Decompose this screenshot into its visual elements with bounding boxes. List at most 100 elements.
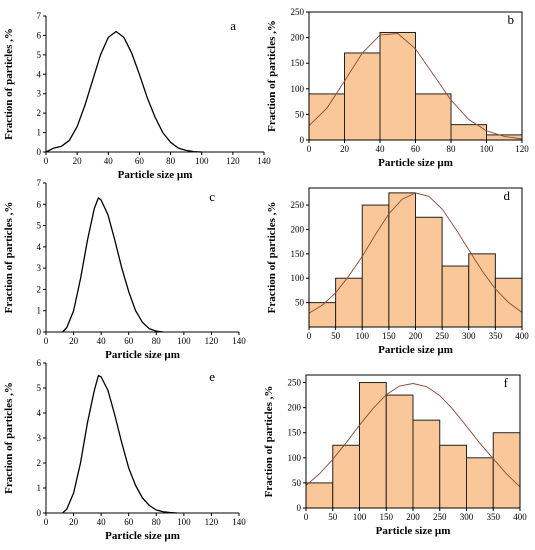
bar-f-6 [466,457,494,509]
y-tick-label-e-4: 4 [37,408,42,418]
x-tick-label-f-0: 0 [304,512,309,522]
x-tick-label-a-6: 120 [226,156,240,166]
y-tick-label-d-4: 250 [291,200,305,210]
panel-e: 0 20 40 60 80 100 120 140 0 1 2 3 4 5 6 Particle size µ… [3,358,246,542]
x-tick-label-c-5: 100 [177,336,191,346]
x-tick-label-d-2: 100 [356,331,370,341]
x-tick-label-f-4: 200 [406,512,420,522]
y-tick-label-d-2: 150 [291,249,305,259]
y-tick-label-c-4: 4 [37,242,42,252]
x-tick-label-d-3: 150 [382,331,396,341]
y-tick-label-f-3: 150 [288,428,302,438]
y-axis-label-f: Fraction of particles ,% [263,386,275,498]
x-tick-label-d-4: 200 [409,331,423,341]
x-tick-label-c-1: 20 [69,336,79,346]
y-tick-label-b-1: 50 [295,109,305,119]
bar-b-1 [344,52,381,141]
x-tick-label-e-7: 140 [232,517,246,527]
y-tick-label-c-2: 2 [37,284,42,294]
x-tick-label-f-6: 300 [460,512,474,522]
y-tick-label-f-4: 200 [288,403,302,413]
bar-d-6 [468,253,496,328]
x-tick-label-d-8: 400 [515,331,529,341]
panel-letter-e: e [209,369,215,384]
y-axis-label-a: Fraction of particles ,% [3,28,15,140]
x-axis-label-f: Particle size µm [376,525,451,537]
bar-b-0 [308,93,345,141]
y-tick-label-e-5: 5 [37,383,42,393]
panel-letter-a: a [230,18,236,33]
x-tick-label-b-1: 20 [340,144,350,154]
x-tick-label-f-1: 50 [328,512,338,522]
y-tick-label-d-3: 200 [291,224,305,234]
y-tick-label-a-5: 5 [37,50,42,60]
x-tick-label-a-4: 80 [166,156,176,166]
bar-d-2 [361,204,390,328]
fit-curve-f [305,383,521,488]
bar-f-3 [385,394,414,509]
bar-d-3 [388,192,416,328]
x-tick-label-e-4: 80 [152,517,162,527]
y-tick-label-a-6: 6 [37,30,42,40]
y-tick-label-e-6: 6 [37,358,42,368]
x-tick-label-a-7: 140 [257,156,271,166]
y-tick-label-a-1: 1 [37,128,42,138]
bar-d-5 [441,265,470,328]
bar-b-5 [486,134,523,141]
x-tick-label-a-1: 20 [73,156,83,166]
panel-letter-f: f [504,375,509,390]
x-tick-label-c-2: 40 [97,336,107,346]
y-tick-label-a-2: 2 [37,108,42,118]
y-axis-label-b: Fraction of particles ,% [266,20,278,132]
x-tick-label-b-6: 120 [515,144,529,154]
panel-d: 0 50 100 150 200 250 300 350 400 50 100 150 200 250 Pa… [266,187,529,356]
panel-letter-b: b [508,12,515,27]
y-tick-label-d-1: 100 [291,273,305,283]
bar-d-0 [308,302,337,328]
x-tick-label-c-6: 120 [205,336,219,346]
y-tick-label-c-3: 3 [37,263,42,273]
x-tick-label-f-8: 400 [513,512,527,522]
y-axis-label-e: Fraction of particles ,% [3,382,15,494]
x-tick-label-f-2: 100 [353,512,367,522]
x-tick-label-e-6: 120 [205,517,219,527]
bar-b-3 [415,93,452,141]
x-tick-label-e-2: 40 [97,517,107,527]
panel-letter-c: c [209,189,215,204]
panel-c: 0 20 40 60 80 100 120 140 0 1 2 3 4 5 6 7 Particle size … [3,178,246,361]
y-tick-label-a-0: 0 [37,147,42,157]
distribution-curve-e [62,374,178,514]
y-tick-label-d-0: 50 [295,298,305,308]
x-tick-label-b-4: 80 [447,144,457,154]
panel-f: 0 50 100 150 200 250 300 350 400 0 50 100 150 200 250 P… [263,374,527,537]
panel-b: 0 20 40 60 80 100 120 0 50 100 150 200 250 Particle s… [266,7,529,169]
x-tick-label-c-4: 80 [152,336,162,346]
bar-f-7 [492,432,521,509]
x-tick-label-d-6: 300 [462,331,476,341]
x-tick-label-d-5: 250 [435,331,449,341]
x-tick-label-a-3: 60 [135,156,145,166]
x-tick-label-e-3: 60 [124,517,134,527]
x-axis-label-a: Particle size µm [118,169,193,181]
y-tick-label-c-6: 6 [37,199,42,209]
x-tick-label-f-5: 250 [433,512,447,522]
x-tick-label-a-0: 0 [44,156,49,166]
x-tick-label-c-0: 0 [44,336,49,346]
distribution-curve-c [62,197,164,333]
y-tick-label-b-0: 0 [300,135,305,145]
x-axis-label-c: Particle size µm [105,349,180,361]
y-tick-label-b-2: 100 [291,84,305,94]
x-tick-label-a-5: 100 [195,156,209,166]
y-tick-label-b-3: 150 [291,58,305,68]
x-tick-label-c-7: 140 [232,336,246,346]
bar-f-2 [359,382,387,509]
x-tick-label-f-3: 150 [380,512,394,522]
x-tick-label-d-0: 0 [307,331,312,341]
y-tick-label-f-0: 0 [297,503,302,513]
x-tick-label-b-2: 40 [376,144,386,154]
y-tick-label-f-2: 100 [288,453,302,463]
bar-d-1 [335,277,363,328]
y-tick-label-a-4: 4 [37,69,42,79]
y-tick-label-e-0: 0 [37,508,42,518]
